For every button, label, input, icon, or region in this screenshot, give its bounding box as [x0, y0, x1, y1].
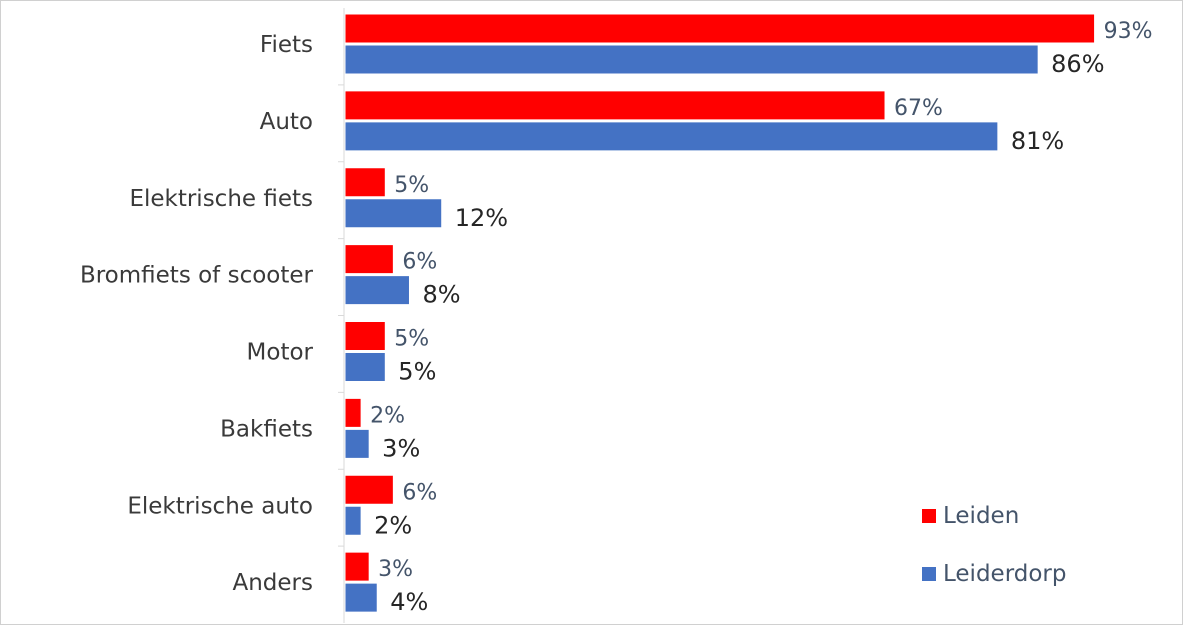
category-label-anders: Anders	[233, 570, 314, 596]
bar-leiden-elektrische-auto	[344, 474, 394, 505]
legend-label-leiden: Leiden	[943, 503, 1019, 529]
data-label-leiden-auto: 67%	[894, 96, 943, 121]
data-label-leiderdorp-bromfiets-of-scooter: 8%	[422, 281, 460, 309]
bars	[344, 13, 1096, 613]
data-label-leiden-anders: 3%	[378, 557, 413, 582]
category-label-auto: Auto	[260, 109, 313, 135]
bar-leiderdorp-anders	[344, 582, 378, 613]
category-label-motor: Motor	[247, 340, 314, 366]
data-label-leiderdorp-elektrische-fiets: 12%	[455, 204, 508, 232]
category-label-fiets: Fiets	[260, 32, 313, 58]
data-label-leiden-bromfiets-of-scooter: 6%	[402, 250, 437, 275]
bar-leiderdorp-bakfiets	[344, 428, 370, 459]
value-labels: 93%86% 67% 81% 5% 12% 6% 8% 5% 5% 2% 3% 6% 2% 3% 4%	[370, 19, 1152, 616]
legend-swatch-leiderdorp	[922, 567, 936, 581]
category-label-elektrische-auto: Elektrische auto	[127, 493, 313, 519]
data-label-leiderdorp-elektrische-auto: 2%	[374, 511, 412, 539]
bar-leiderdorp-elektrische-fiets	[344, 198, 443, 229]
data-label-leiden-motor: 5%	[394, 327, 429, 352]
data-label-leiderdorp-bakfiets: 3%	[382, 434, 420, 462]
bar-leiderdorp-motor	[344, 352, 386, 382]
bar-leiden-elektrische-fiets	[344, 167, 386, 198]
bar-leiderdorp-fiets	[344, 44, 1039, 75]
bar-leiderdorp-elektrische-auto	[344, 505, 362, 536]
legend: Leiden Leiderdorp	[922, 503, 1066, 587]
category-label-bakfiets: Bakfiets	[220, 416, 313, 442]
bar-leiden-anders	[344, 551, 370, 582]
data-label-leiden-bakfiets: 2%	[370, 403, 405, 428]
data-label-leiden-elektrische-fiets: 5%	[394, 173, 429, 198]
bar-leiderdorp-auto	[344, 121, 999, 152]
legend-label-leiderdorp: Leiderdorp	[943, 561, 1066, 587]
bar-leiden-bromfiets-of-scooter	[344, 244, 394, 275]
data-label-leiderdorp-motor: 5%	[398, 358, 436, 386]
data-label-leiderdorp-auto: 81%	[1011, 127, 1064, 155]
category-label-elektrische-fiets: Elektrische fiets	[129, 186, 313, 212]
data-label-leiderdorp-anders: 4%	[390, 588, 428, 616]
bar-leiden-fiets	[344, 13, 1096, 44]
data-label-leiderdorp-fiets: 86%	[1051, 50, 1104, 78]
bar-leiden-auto	[344, 90, 886, 121]
bar-leiden-bakfiets	[344, 397, 362, 428]
data-label-leiden-elektrische-auto: 6%	[402, 480, 437, 505]
data-label-leiden-fiets: 93%	[1104, 19, 1153, 44]
bar-leiderdorp-bromfiets-of-scooter	[344, 275, 410, 306]
category-axis: Fiets Auto Elektrische fiets Bromfiets of s…	[80, 8, 345, 623]
category-label-bromfiets-of-scooter: Bromfiets of scooter	[80, 263, 314, 289]
bar-leiden-motor	[344, 321, 386, 351]
legend-swatch-leiden	[922, 509, 936, 523]
